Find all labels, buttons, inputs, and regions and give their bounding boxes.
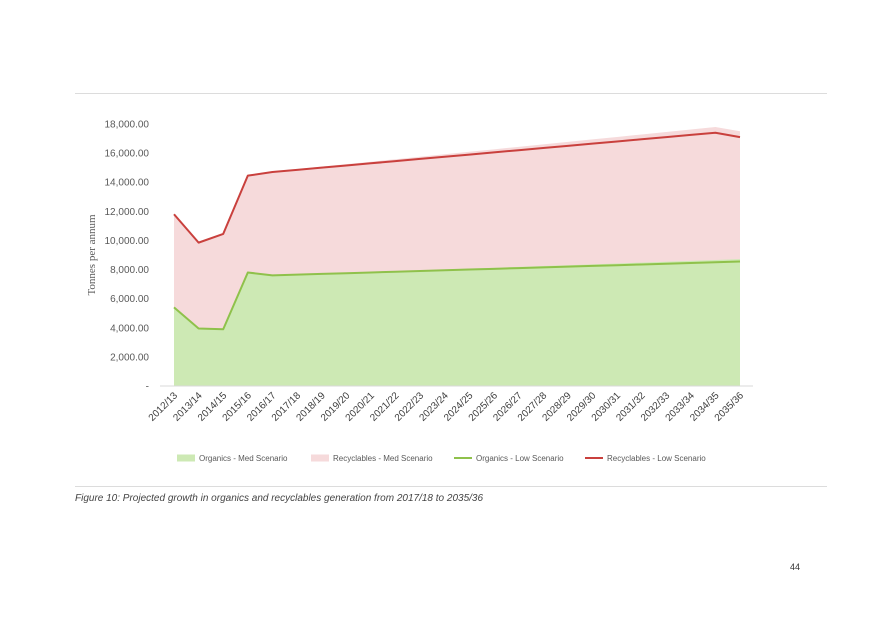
y-tick-label: - [146,382,149,393]
x-tick-labels: 2012/132013/142014/152015/162016/172017/… [147,390,747,424]
legend-label: Recyclables - Med Scenario [333,454,433,463]
area-layer [174,127,740,386]
y-axis-title: Tonnes per annum [86,214,98,296]
y-tick-label: 6,000.00 [110,294,149,305]
line-layer [173,131,741,331]
y-tick-label: 8,000.00 [110,265,149,276]
legend-swatch [177,454,195,462]
legend-swatch [311,454,329,462]
line-series-3 [173,131,741,244]
legend-label: Organics - Low Scenario [476,454,564,463]
y-tick-label: 14,000.00 [105,178,150,189]
page-number: 44 [790,562,801,572]
legend-label: Organics - Med Scenario [199,454,288,463]
y-tick-label: 4,000.00 [110,323,149,334]
y-tick-label: 18,000.00 [105,120,150,131]
line-series-2 [173,260,741,331]
y-tick-label: 12,000.00 [105,207,150,218]
caption-rule [75,486,827,487]
y-tick-label: 10,000.00 [105,236,150,247]
y-tick-labels: - 2,000.00 4,000.00 6,000.00 8,000.00 10,000.… [105,120,150,393]
y-tick-label: 16,000.00 [105,149,150,160]
legend-label: Recyclables - Low Scenario [607,454,706,463]
area-series-0 [174,259,740,386]
legend: Organics - Med Scenario Recyclables - Med… [177,454,706,463]
figure-caption: Figure 10: Projected growth in organics … [75,493,484,504]
y-tick-label: 2,000.00 [110,352,149,363]
top-rule [75,93,827,94]
